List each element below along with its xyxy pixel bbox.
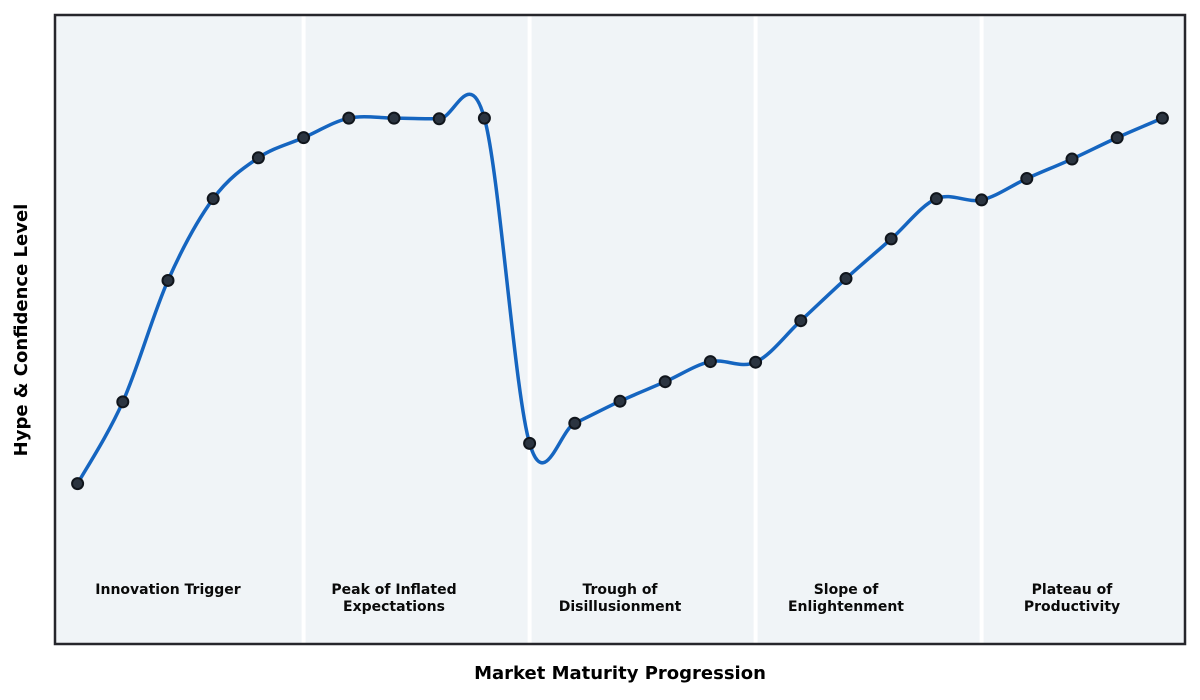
data-point: [387, 111, 401, 125]
data-point: [1020, 172, 1034, 186]
data-point: [161, 273, 175, 287]
data-point: [297, 131, 311, 145]
data-point: [1155, 111, 1169, 125]
phase-label: Innovation Trigger: [95, 582, 241, 598]
data-point: [568, 416, 582, 430]
data-point: [432, 112, 446, 126]
data-point: [613, 394, 627, 408]
phase-labels: Innovation Trigger Peak of Inflated Expect…: [95, 582, 1120, 615]
data-point: [71, 477, 85, 491]
data-point: [975, 193, 989, 207]
phase-label: Trough of Disillusionment: [559, 582, 682, 615]
phase-label: Peak of Inflated Expectations: [331, 582, 456, 615]
phase-label: Plateau of Productivity: [1024, 582, 1120, 615]
data-point: [251, 151, 265, 165]
data-point-markers: [71, 111, 1169, 491]
phase-bands: [55, 15, 1185, 644]
plot-border: [53, 13, 1187, 646]
data-point: [794, 314, 808, 328]
data-point: [929, 192, 943, 206]
hype-curve-line: [75, 92, 1165, 486]
data-point: [839, 272, 853, 286]
data-point: [658, 375, 672, 389]
data-point: [749, 355, 763, 369]
data-point: [477, 111, 491, 125]
x-axis-label: Market Maturity Progression: [474, 663, 766, 684]
data-point: [1065, 152, 1079, 166]
data-point: [884, 232, 898, 246]
data-point: [342, 111, 356, 125]
phase-dividers: [301, 16, 984, 643]
data-point: [703, 355, 717, 369]
phase-label: Slope of Enlightenment: [788, 582, 904, 615]
data-point: [1110, 131, 1124, 145]
data-point: [523, 436, 537, 450]
data-point: [116, 395, 130, 409]
data-point: [206, 192, 220, 206]
